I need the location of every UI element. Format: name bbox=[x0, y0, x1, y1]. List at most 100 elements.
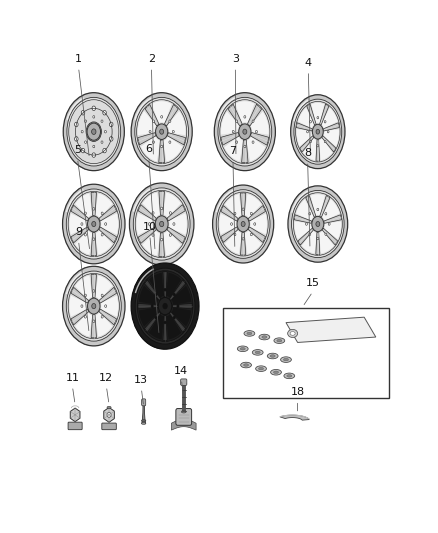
Text: 15: 15 bbox=[306, 278, 320, 288]
Polygon shape bbox=[159, 140, 165, 163]
Ellipse shape bbox=[177, 305, 179, 308]
Ellipse shape bbox=[173, 293, 175, 296]
Polygon shape bbox=[145, 104, 159, 126]
Ellipse shape bbox=[173, 223, 175, 225]
Text: 11: 11 bbox=[65, 373, 79, 383]
Polygon shape bbox=[75, 193, 92, 218]
Polygon shape bbox=[167, 227, 185, 244]
Text: 14: 14 bbox=[174, 366, 188, 376]
Ellipse shape bbox=[63, 184, 121, 264]
Polygon shape bbox=[91, 192, 96, 215]
Ellipse shape bbox=[92, 221, 96, 227]
Polygon shape bbox=[163, 192, 181, 217]
Polygon shape bbox=[247, 104, 261, 126]
Ellipse shape bbox=[63, 93, 124, 171]
Ellipse shape bbox=[81, 131, 83, 133]
Ellipse shape bbox=[161, 116, 162, 118]
Ellipse shape bbox=[291, 95, 345, 168]
Ellipse shape bbox=[130, 183, 190, 265]
Ellipse shape bbox=[160, 129, 164, 134]
Text: 8: 8 bbox=[304, 148, 311, 158]
Ellipse shape bbox=[133, 188, 190, 260]
Ellipse shape bbox=[141, 423, 146, 424]
Ellipse shape bbox=[230, 223, 233, 225]
Ellipse shape bbox=[234, 212, 236, 215]
Ellipse shape bbox=[81, 148, 85, 153]
Ellipse shape bbox=[292, 190, 344, 257]
Ellipse shape bbox=[251, 212, 252, 215]
Ellipse shape bbox=[327, 131, 329, 133]
Ellipse shape bbox=[281, 357, 291, 362]
Polygon shape bbox=[166, 273, 181, 298]
Ellipse shape bbox=[104, 131, 106, 133]
Polygon shape bbox=[235, 101, 254, 123]
Ellipse shape bbox=[93, 145, 95, 148]
Ellipse shape bbox=[161, 145, 162, 148]
Polygon shape bbox=[142, 230, 160, 255]
Ellipse shape bbox=[81, 223, 83, 225]
Ellipse shape bbox=[164, 321, 166, 324]
Polygon shape bbox=[248, 227, 265, 243]
Polygon shape bbox=[321, 108, 338, 128]
Polygon shape bbox=[221, 111, 239, 134]
Ellipse shape bbox=[325, 233, 327, 236]
Ellipse shape bbox=[152, 233, 154, 236]
Ellipse shape bbox=[290, 332, 295, 335]
Ellipse shape bbox=[236, 120, 238, 123]
Polygon shape bbox=[296, 199, 314, 221]
Ellipse shape bbox=[283, 358, 289, 361]
Ellipse shape bbox=[135, 190, 188, 257]
Polygon shape bbox=[138, 205, 156, 221]
Ellipse shape bbox=[101, 141, 103, 143]
Polygon shape bbox=[307, 104, 316, 125]
FancyBboxPatch shape bbox=[223, 308, 389, 399]
Polygon shape bbox=[149, 314, 164, 340]
Text: 7: 7 bbox=[230, 146, 237, 156]
Ellipse shape bbox=[93, 238, 95, 240]
Polygon shape bbox=[248, 206, 265, 221]
Ellipse shape bbox=[294, 99, 342, 164]
Ellipse shape bbox=[137, 271, 193, 342]
Polygon shape bbox=[75, 312, 92, 337]
Ellipse shape bbox=[252, 141, 254, 143]
Ellipse shape bbox=[214, 93, 272, 171]
Ellipse shape bbox=[310, 140, 311, 143]
Polygon shape bbox=[221, 133, 239, 145]
Ellipse shape bbox=[105, 223, 107, 225]
Ellipse shape bbox=[237, 346, 248, 352]
FancyBboxPatch shape bbox=[180, 379, 187, 385]
Ellipse shape bbox=[288, 186, 344, 262]
Polygon shape bbox=[221, 206, 238, 221]
Ellipse shape bbox=[288, 329, 298, 337]
Ellipse shape bbox=[242, 238, 244, 240]
Text: 6: 6 bbox=[145, 144, 152, 154]
Polygon shape bbox=[164, 104, 178, 126]
Ellipse shape bbox=[170, 212, 171, 214]
Ellipse shape bbox=[324, 140, 326, 143]
Ellipse shape bbox=[88, 216, 100, 232]
Polygon shape bbox=[247, 136, 265, 161]
Polygon shape bbox=[163, 136, 182, 161]
Polygon shape bbox=[306, 196, 316, 217]
Polygon shape bbox=[99, 205, 117, 221]
Polygon shape bbox=[173, 303, 192, 309]
Polygon shape bbox=[170, 280, 186, 300]
FancyBboxPatch shape bbox=[141, 399, 146, 406]
Text: 1: 1 bbox=[75, 54, 82, 64]
Polygon shape bbox=[91, 232, 96, 256]
Ellipse shape bbox=[216, 190, 270, 259]
Ellipse shape bbox=[103, 110, 106, 115]
Ellipse shape bbox=[256, 366, 266, 372]
Polygon shape bbox=[322, 228, 338, 245]
Ellipse shape bbox=[244, 330, 255, 336]
Polygon shape bbox=[95, 276, 113, 300]
Ellipse shape bbox=[309, 233, 311, 236]
Polygon shape bbox=[95, 230, 113, 255]
Ellipse shape bbox=[169, 120, 171, 123]
Polygon shape bbox=[225, 194, 242, 218]
Ellipse shape bbox=[316, 130, 320, 134]
Ellipse shape bbox=[236, 141, 238, 143]
Ellipse shape bbox=[270, 355, 275, 357]
Polygon shape bbox=[225, 230, 242, 254]
Ellipse shape bbox=[291, 95, 342, 168]
